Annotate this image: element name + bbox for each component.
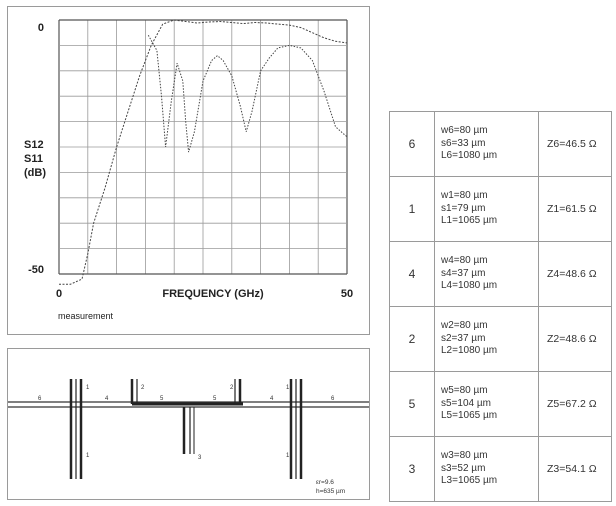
slot-value: s1=79 µm <box>441 202 486 214</box>
section-dimensions: w2=80 µm s2=37 µm L2=1080 µm <box>434 306 539 372</box>
slot-value: s6=33 µm <box>441 137 486 149</box>
slot-value: s4=37 µm <box>441 267 486 279</box>
table-row: 2 w2=80 µm s2=37 µm L2=1080 µm Z2=48.6 Ω <box>389 306 612 372</box>
section-number: 5 <box>389 371 435 437</box>
substrate-height: h=635 µm <box>316 488 346 495</box>
x-tick-label-left: 0 <box>56 288 62 300</box>
y-axis-label-s12: S12 <box>24 139 44 151</box>
impedance-value: Z5=67.2 Ω <box>538 371 612 437</box>
table-row: 5 w5=80 µm s5=104 µm L5=1065 µm Z5=67.2 … <box>389 371 612 437</box>
section-dimensions: w4=80 µm s4=37 µm L4=1080 µm <box>434 241 539 307</box>
coplanar-filter-layout: 6 1 4 2 5 5 2 4 1 6 1 3 1 <box>8 379 369 479</box>
table-row: 4 w4=80 µm s4=37 µm L4=1080 µm Z4=48.6 Ω <box>389 241 612 307</box>
section-number: 4 <box>389 241 435 307</box>
circuit-layout-panel: 6 1 4 2 5 5 2 4 1 6 1 3 1 εr=9.6 h=635 µ… <box>7 348 370 500</box>
x-tick-label-right: 50 <box>341 288 353 300</box>
y-tick-label-bottom: -50 <box>28 264 44 276</box>
series-line-s11 <box>147 34 348 153</box>
section-number: 2 <box>389 306 435 372</box>
chart-series <box>59 19 348 285</box>
port-label: 2 <box>141 385 145 391</box>
chart-grid <box>58 19 348 275</box>
series-line-s12 <box>59 19 348 285</box>
table-row: 3 w3=80 µm s3=52 µm L3=1065 µm Z3=54.1 Ω <box>389 436 612 502</box>
chart-caption: measurement <box>58 311 114 321</box>
slot-value: s2=37 µm <box>441 332 486 344</box>
center-coupled-line <box>130 379 243 454</box>
measurement-chart-panel: 0 -50 S12 S11 (dB) 0 50 FREQUENCY (GHz) … <box>7 6 370 335</box>
port-label: 1 <box>286 385 290 391</box>
port-label: 1 <box>86 385 90 391</box>
slot-value: s3=52 µm <box>441 462 486 474</box>
width-value: w2=80 µm <box>441 320 488 332</box>
length-value: L5=1065 µm <box>441 410 498 422</box>
table-row: 6 w6=80 µm s6=33 µm L6=1080 µm Z6=46.5 Ω <box>389 111 612 177</box>
port-label: 1 <box>86 453 90 459</box>
section-number: 3 <box>389 436 435 502</box>
section-number: 6 <box>389 111 435 177</box>
width-value: w5=80 µm <box>441 385 488 397</box>
impedance-value: Z2=48.6 Ω <box>538 306 612 372</box>
port-label: 2 <box>230 385 234 391</box>
x-axis-label: FREQUENCY (GHz) <box>162 288 264 300</box>
right-stub <box>289 379 303 479</box>
y-tick-label-top: 0 <box>38 22 44 34</box>
y-axis-label-db: (dB) <box>24 167 46 179</box>
left-stub <box>69 379 83 479</box>
section-dimensions: w3=80 µm s3=52 µm L3=1065 µm <box>434 436 539 502</box>
port-label: 6 <box>38 396 42 402</box>
length-value: L2=1080 µm <box>441 345 498 357</box>
port-label: 4 <box>105 396 109 402</box>
port-label: 1 <box>286 453 290 459</box>
y-axis-label-s11: S11 <box>24 153 43 165</box>
section-parameter-table: 6 w6=80 µm s6=33 µm L6=1080 µm Z6=46.5 Ω… <box>389 111 612 502</box>
port-label: 5 <box>213 396 217 402</box>
section-number: 1 <box>389 176 435 242</box>
chart-canvas: 0 -50 S12 S11 (dB) 0 50 FREQUENCY (GHz) … <box>24 19 353 321</box>
length-value: L4=1080 µm <box>441 280 498 292</box>
width-value: w1=80 µm <box>441 190 488 202</box>
substrate-permittivity: εr=9.6 <box>316 479 334 486</box>
impedance-value: Z6=46.5 Ω <box>538 111 612 177</box>
port-label: 4 <box>270 396 274 402</box>
width-value: w6=80 µm <box>441 125 488 137</box>
port-label: 5 <box>160 396 164 402</box>
impedance-value: Z4=48.6 Ω <box>538 241 612 307</box>
impedance-value: Z3=54.1 Ω <box>538 436 612 502</box>
section-dimensions: w6=80 µm s6=33 µm L6=1080 µm <box>434 111 539 177</box>
impedance-value: Z1=61.5 Ω <box>538 176 612 242</box>
table-row: 1 w1=80 µm s1=79 µm L1=1065 µm Z1=61.5 Ω <box>389 176 612 242</box>
section-dimensions: w5=80 µm s5=104 µm L5=1065 µm <box>434 371 539 437</box>
length-value: L1=1065 µm <box>441 215 498 227</box>
port-label: 3 <box>198 455 202 461</box>
length-value: L3=1065 µm <box>441 475 498 487</box>
port-label: 6 <box>331 396 335 402</box>
slot-value: s5=104 µm <box>441 397 491 409</box>
width-value: w4=80 µm <box>441 255 488 267</box>
length-value: L6=1080 µm <box>441 150 498 162</box>
width-value: w3=80 µm <box>441 450 488 462</box>
section-dimensions: w1=80 µm s1=79 µm L1=1065 µm <box>434 176 539 242</box>
